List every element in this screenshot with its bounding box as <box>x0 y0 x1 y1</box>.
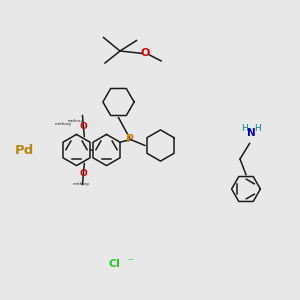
Text: O: O <box>80 122 87 130</box>
Text: ⁻: ⁻ <box>128 256 134 269</box>
Text: P: P <box>126 134 135 145</box>
Text: O: O <box>141 48 150 59</box>
Text: N: N <box>247 128 256 138</box>
Text: Cl: Cl <box>108 259 120 269</box>
Text: methoxy: methoxy <box>68 119 84 123</box>
Text: methoxy: methoxy <box>54 122 71 126</box>
Text: Pd: Pd <box>14 143 34 157</box>
Text: H: H <box>254 124 261 133</box>
Text: methoxy: methoxy <box>72 182 89 186</box>
Text: O: O <box>80 169 87 178</box>
Text: H: H <box>241 124 248 133</box>
